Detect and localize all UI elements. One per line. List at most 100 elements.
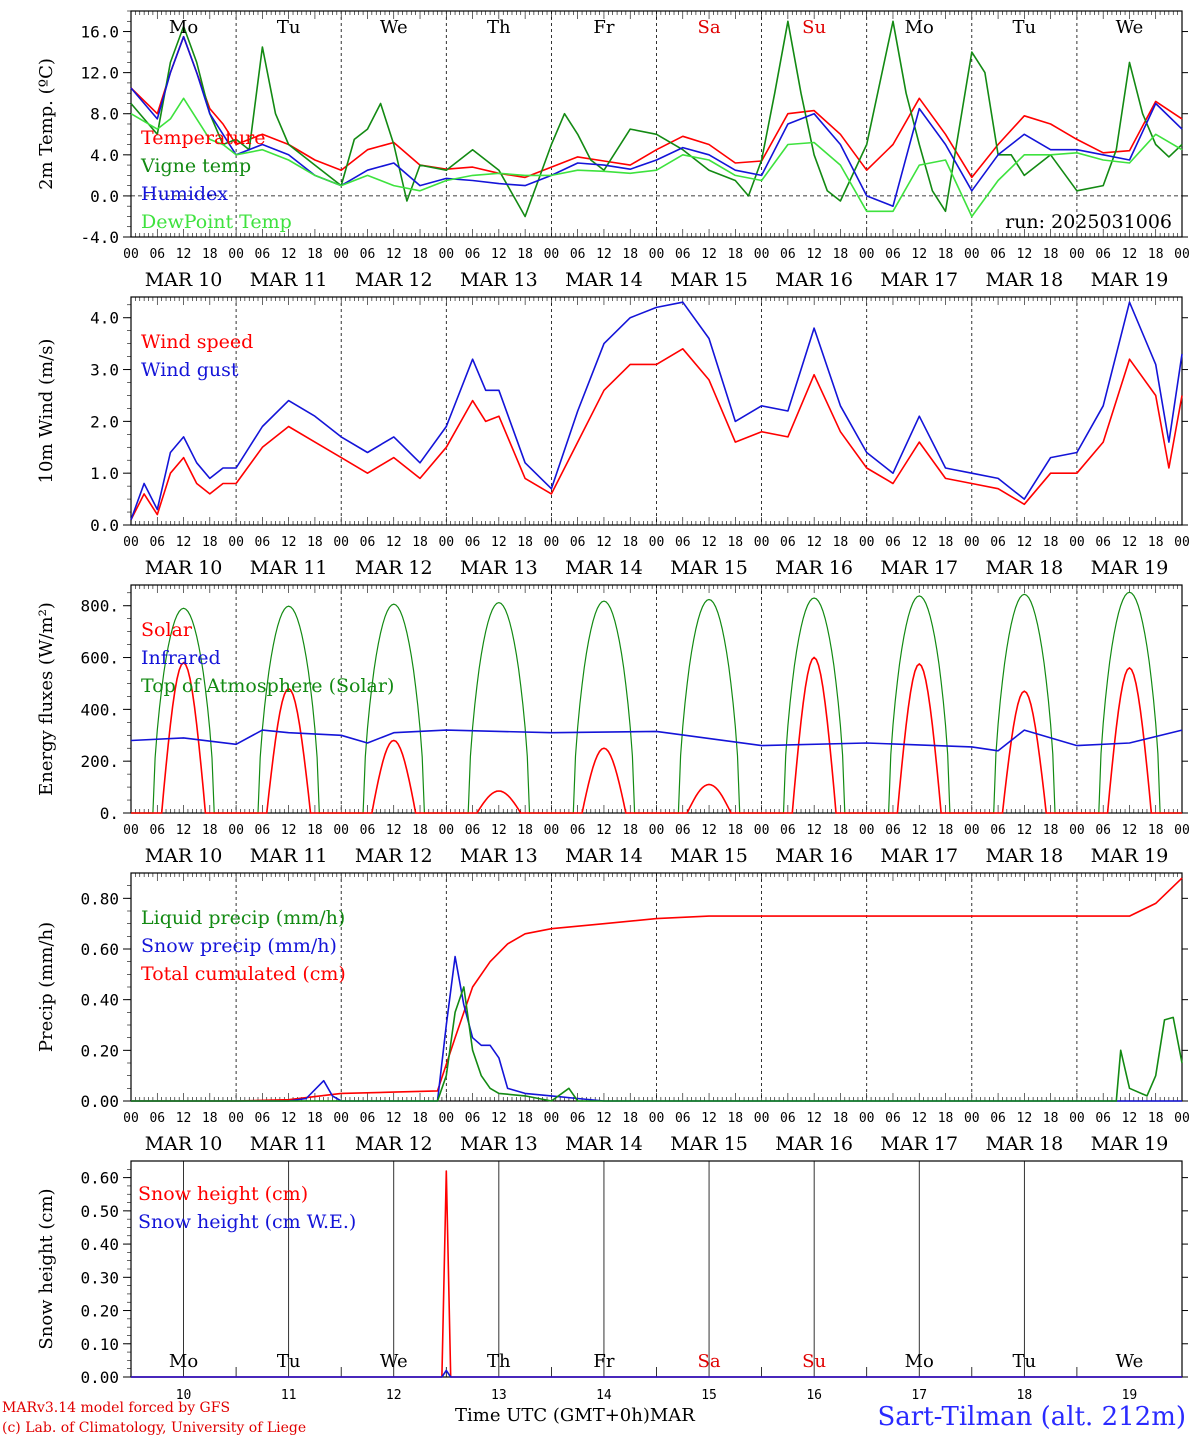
hour-tick-label: 18 — [307, 535, 323, 550]
hour-tick-label: 00 — [123, 247, 139, 262]
series-dewpoint-temp — [130, 97, 1183, 218]
model-credit: MARv3.14 model forced by GFS — [2, 1400, 231, 1416]
hour-tick-label: 12 — [806, 247, 822, 262]
day-number-label: 16 — [806, 1388, 822, 1400]
hour-tick-label: 18 — [202, 823, 218, 838]
y-tick-label: 0.60 — [80, 1169, 119, 1188]
series-humidex — [130, 35, 1183, 207]
legend-entry: Top of Atmosphere (Solar) — [141, 675, 394, 697]
hour-tick-label: 06 — [149, 535, 165, 550]
hour-tick-label: 06 — [1095, 823, 1111, 838]
hour-tick-label: 12 — [1017, 535, 1033, 550]
date-label: MAR 10 — [145, 845, 223, 867]
date-label: MAR 19 — [1091, 1133, 1169, 1155]
weekday-label: Mo — [169, 1351, 198, 1372]
y-tick-label: 16.0 — [80, 23, 119, 42]
hour-tick-label: 18 — [1148, 535, 1164, 550]
hour-tick-label: 12 — [386, 247, 402, 262]
day-number-label: 10 — [176, 1388, 192, 1400]
day-number-label: 18 — [1017, 1388, 1033, 1400]
hour-tick-label: 12 — [1122, 535, 1138, 550]
hour-tick-label: 00 — [438, 823, 454, 838]
hour-tick-label: 06 — [570, 247, 586, 262]
panel-1: -4.0 0.0 4.0 8.0 12.0 16.0 2m Temp. (ºC) Temper… — [36, 10, 1190, 291]
date-label: MAR 12 — [355, 557, 433, 579]
hour-tick-label: 12 — [281, 1111, 297, 1126]
hour-tick-label: 12 — [911, 1111, 927, 1126]
hour-tick-label: 12 — [701, 823, 717, 838]
hour-tick-label: 00 — [544, 247, 560, 262]
weekday-label: Tu — [277, 1351, 301, 1372]
hour-tick-label: 06 — [570, 535, 586, 550]
hour-tick-label: 18 — [1043, 823, 1059, 838]
y-tick-label: 0.0 — [90, 516, 119, 535]
hour-tick-label: 18 — [202, 247, 218, 262]
series-snow-precip-mm-h- — [131, 955, 1182, 1102]
weekday-label: We — [380, 17, 408, 38]
hour-tick-label: 00 — [964, 247, 980, 262]
y-tick-label: 0.50 — [80, 1202, 119, 1221]
hour-tick-label: 00 — [228, 535, 244, 550]
hour-tick-label: 12 — [491, 1111, 507, 1126]
hour-tick-label: 18 — [517, 535, 533, 550]
y-tick-label: 8.0 — [90, 105, 119, 124]
hour-tick-label: 00 — [544, 1111, 560, 1126]
hour-tick-label: 00 — [123, 535, 139, 550]
hour-tick-label: 12 — [806, 535, 822, 550]
hour-tick-label: 12 — [386, 535, 402, 550]
legend-entry: Wind gust — [141, 359, 239, 381]
hour-tick-label: 18 — [833, 823, 849, 838]
hour-tick-label: 18 — [412, 247, 428, 262]
legend-entry: Humidex — [141, 183, 228, 205]
hour-tick-label: 12 — [596, 823, 612, 838]
weekday-label: Mo — [169, 17, 198, 38]
legend-entry: DewPoint Temp — [141, 211, 292, 233]
y-tick-label: 0.60 — [80, 940, 119, 959]
hour-tick-label: 06 — [360, 247, 376, 262]
date-label: MAR 14 — [565, 1133, 643, 1155]
hour-tick-label: 18 — [622, 535, 638, 550]
hour-tick-label: 06 — [570, 823, 586, 838]
y-tick-label: 3.0 — [90, 361, 119, 380]
y-tick-label: 0.20 — [80, 1041, 119, 1060]
hour-tick-label: 06 — [885, 823, 901, 838]
hour-tick-label: 00 — [333, 1111, 349, 1126]
hour-tick-label: 12 — [1122, 823, 1138, 838]
date-label: MAR 19 — [1091, 845, 1169, 867]
date-label: MAR 14 — [565, 269, 643, 291]
weekday-label: Th — [487, 1351, 511, 1372]
date-label: MAR 18 — [985, 557, 1063, 579]
hour-tick-label: 06 — [780, 247, 796, 262]
hour-tick-label: 12 — [1017, 1111, 1033, 1126]
hour-tick-label: 12 — [176, 247, 192, 262]
hour-tick-label: 00 — [123, 823, 139, 838]
hour-tick-label: 00 — [964, 535, 980, 550]
y-tick-label: 0.10 — [80, 1335, 119, 1354]
weekday-label: Sa — [698, 17, 721, 38]
hour-tick-label: 12 — [596, 1111, 612, 1126]
hour-tick-label: 06 — [465, 247, 481, 262]
date-label: MAR 15 — [670, 269, 748, 291]
hour-tick-label: 06 — [255, 1111, 271, 1126]
date-label: MAR 11 — [250, 269, 328, 291]
hour-tick-label: 06 — [675, 1111, 691, 1126]
hour-tick-label: 00 — [228, 247, 244, 262]
weekday-label: Mo — [905, 17, 934, 38]
hour-tick-label: 06 — [255, 823, 271, 838]
hour-tick-label: 00 — [754, 247, 770, 262]
weekday-label: Mo — [905, 1351, 934, 1372]
hour-tick-label: 18 — [938, 247, 954, 262]
date-label: MAR 13 — [460, 1133, 538, 1155]
hour-tick-label: 18 — [938, 535, 954, 550]
hour-tick-label: 06 — [360, 1111, 376, 1126]
date-label: MAR 15 — [670, 845, 748, 867]
hour-tick-label: 00 — [1069, 1111, 1085, 1126]
legend-entry: Snow height (cm W.E.) — [138, 1211, 356, 1233]
hour-tick-label: 00 — [228, 1111, 244, 1126]
hour-tick-label: 06 — [885, 535, 901, 550]
weekday-label: Tu — [277, 17, 301, 38]
hour-tick-label: 18 — [307, 1111, 323, 1126]
hour-tick-label: 18 — [1148, 823, 1164, 838]
date-label: MAR 11 — [250, 845, 328, 867]
y-tick-label: 0.20 — [80, 1302, 119, 1321]
